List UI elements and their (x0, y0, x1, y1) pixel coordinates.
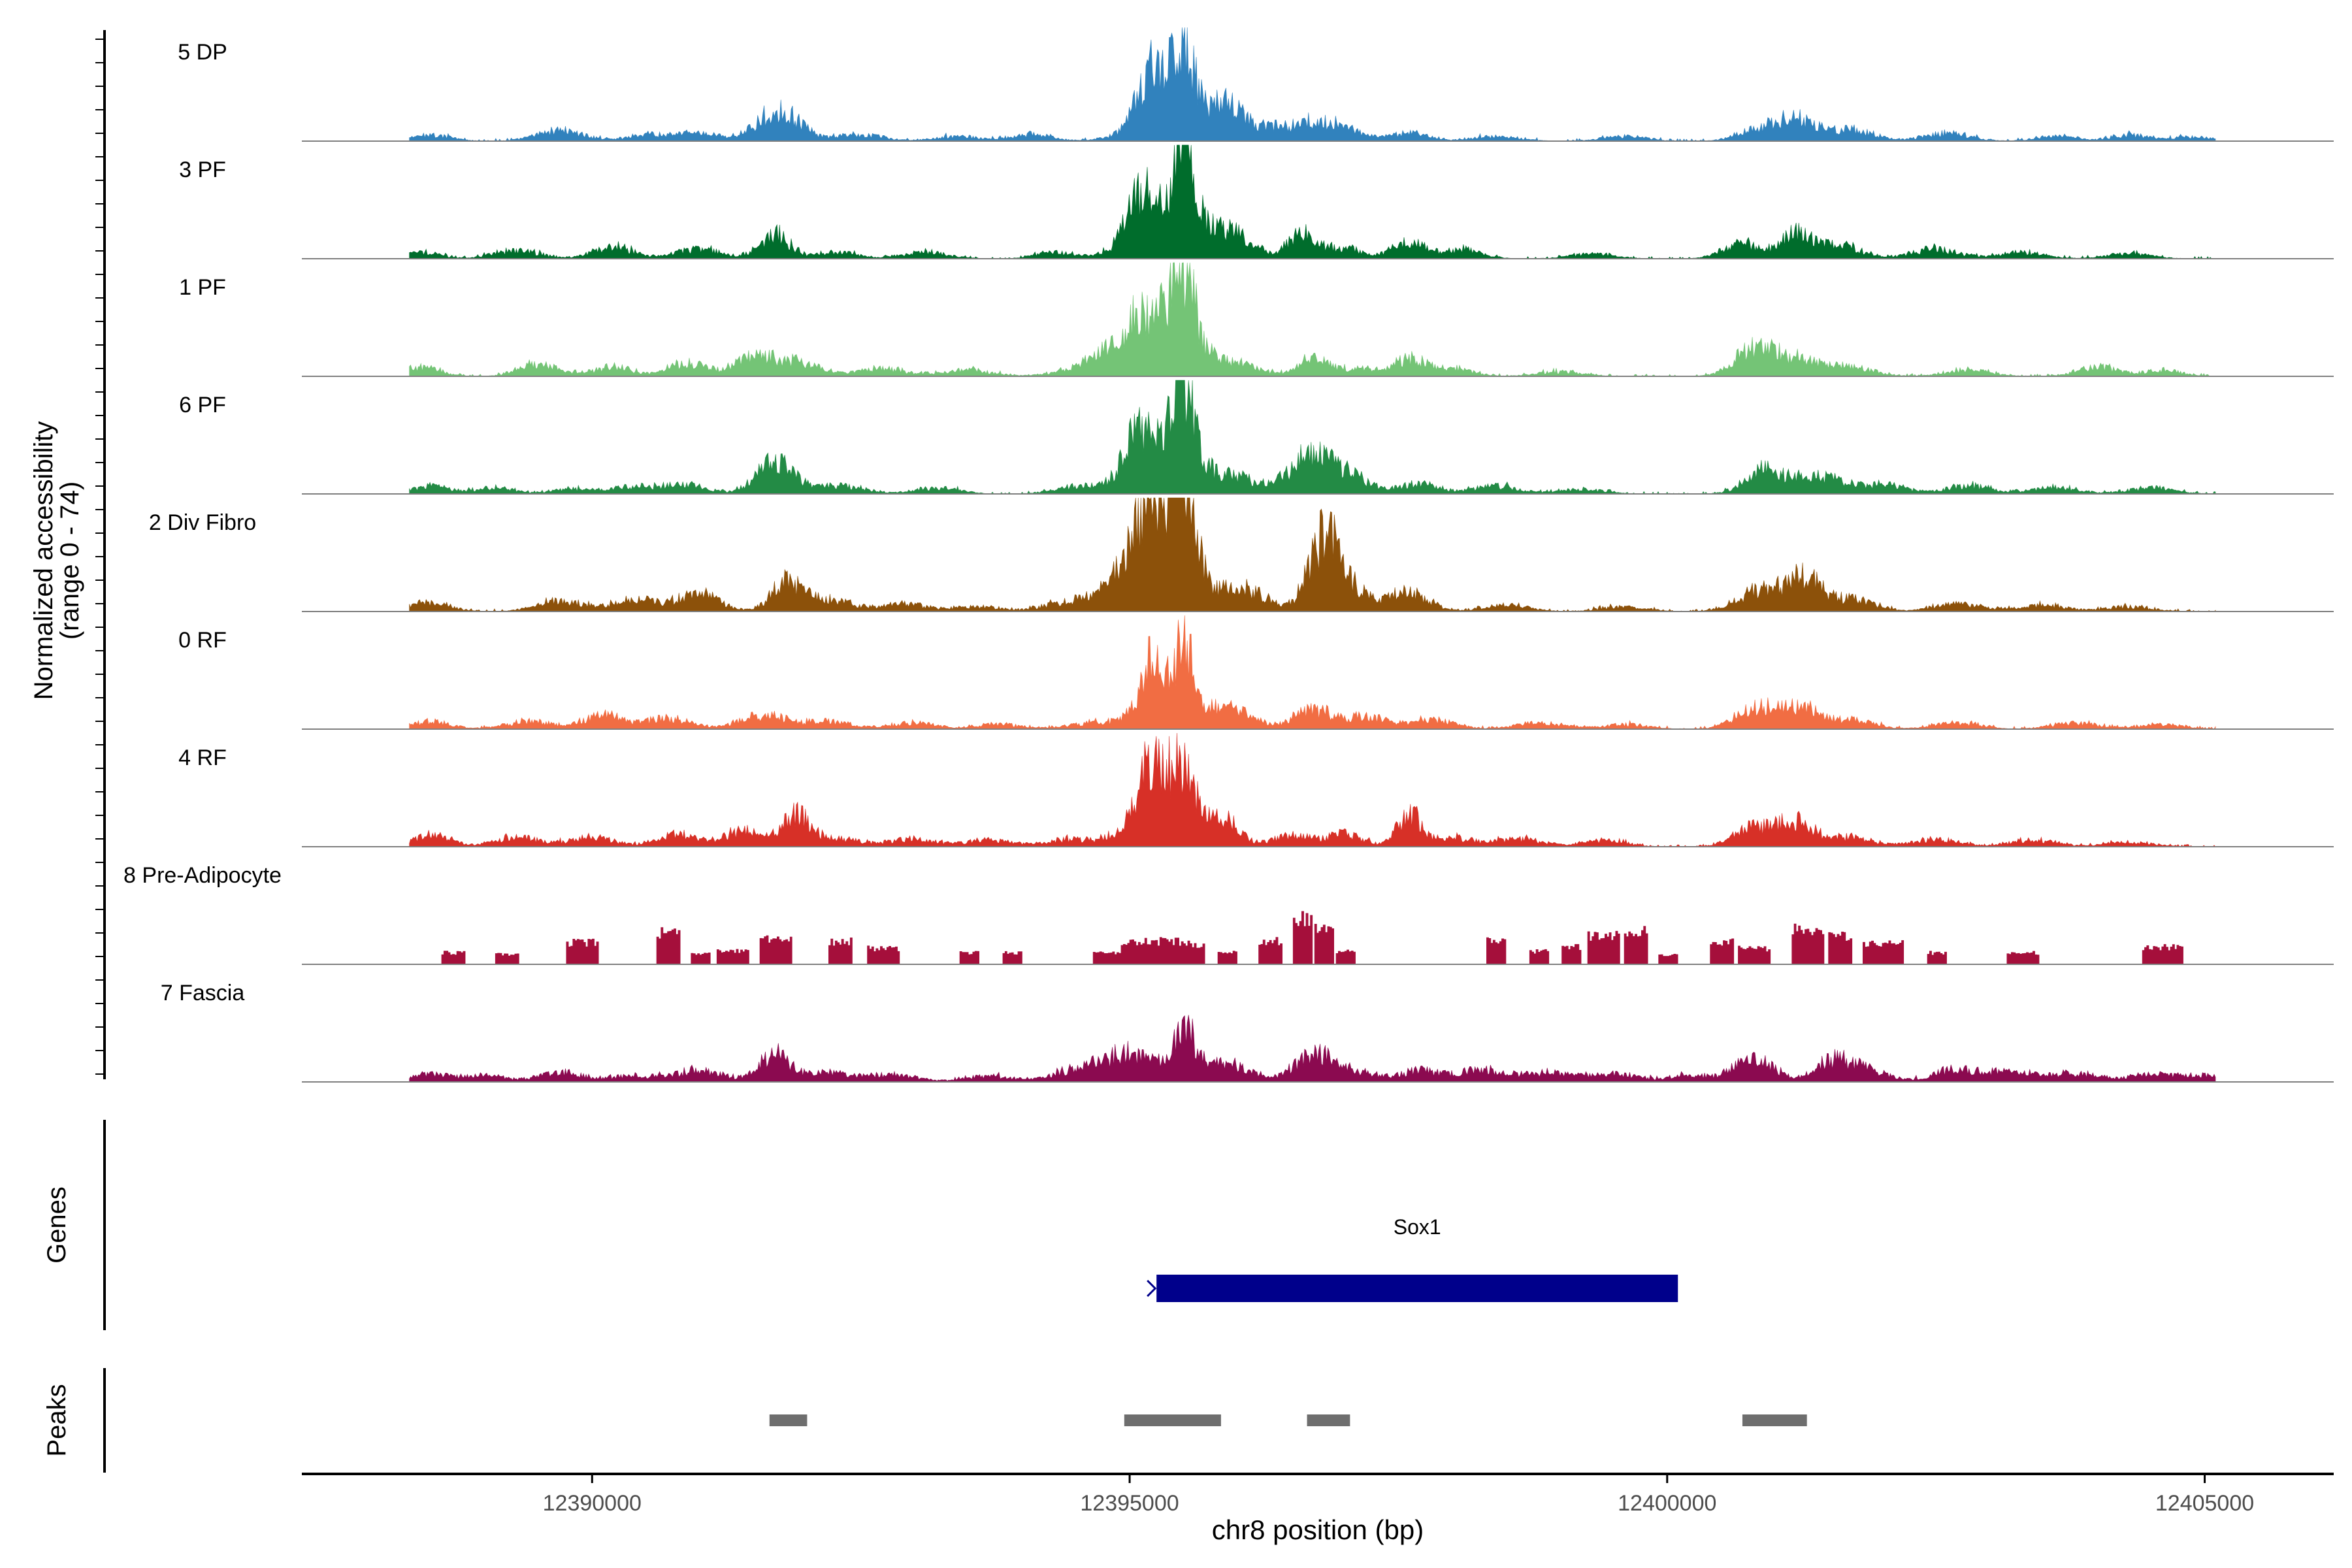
track-label-0-rf: 0 RF (178, 628, 227, 653)
peak-region (1742, 1414, 1807, 1426)
coverage-tracks: 5 DP 3 PF 1 PF 6 PF 2 Div Fibro 0 RF 4 RF 8 Pre… (123, 27, 2334, 1083)
track-1-pf: 1 PF (179, 262, 2334, 377)
track-label-8-pre-adipocyte: 8 Pre-Adipocyte (123, 863, 282, 888)
y-axis-label-line1: Normalized accessibility (29, 421, 58, 700)
coverage-area-0-rf (409, 615, 2216, 730)
peaks-panel-label: Peaks (42, 1384, 71, 1456)
coverage-area-4-rf (409, 732, 2216, 847)
x-axis-label: chr8 position (bp) (1212, 1514, 1424, 1545)
track-6-pf: 6 PF (179, 380, 2334, 495)
x-tick-label: 12395000 (1080, 1491, 1179, 1516)
track-label-1-pf: 1 PF (179, 275, 226, 300)
peak-regions (769, 1414, 1807, 1426)
x-tick-label: 12400000 (1618, 1491, 1716, 1516)
strand-arrow-icon (1147, 1279, 1157, 1298)
coverage-area-5-dp (409, 27, 2216, 142)
track-label-3-pf: 3 PF (179, 157, 226, 182)
track-7-fascia: 7 Fascia (161, 981, 2334, 1083)
track-5-dp: 5 DP (178, 27, 2334, 142)
x-tick-label: 12405000 (2155, 1491, 2254, 1516)
track-label-4-rf: 4 RF (178, 745, 227, 770)
track-8-pre-adipocyte: 8 Pre-Adipocyte (123, 863, 2334, 965)
peaks-panel: Peaks (42, 1368, 1807, 1473)
x-axis-ticks: 12390000 12395000 12400000 12405000 (543, 1474, 2254, 1516)
coverage-y-axis-ticks (95, 39, 105, 1075)
y-axis-label-line2: (range 0 - 74) (56, 482, 84, 640)
gene-label: Sox1 (1394, 1215, 1441, 1239)
gene-track: Sox1 (1147, 1215, 1678, 1302)
coverage-y-axis-label: Normalized accessibility (range 0 - 74) (29, 421, 84, 700)
coverage-area-3-pf (409, 144, 2216, 259)
gene-body-sox1 (1156, 1275, 1678, 1302)
genes-panel: Genes Sox1 (42, 1120, 1678, 1330)
peak-region (769, 1414, 808, 1426)
track-3-pf: 3 PF (179, 144, 2334, 259)
x-tick-label: 12390000 (543, 1491, 642, 1516)
coverage-area-7-fascia (409, 1015, 2216, 1083)
genes-panel-label: Genes (42, 1186, 71, 1264)
track-label-7-fascia: 7 Fascia (161, 981, 245, 1005)
track-4-rf: 4 RF (178, 732, 2334, 847)
track-label-5-dp: 5 DP (178, 40, 227, 65)
track-label-2-div-fibro: 2 Div Fibro (149, 510, 256, 535)
track-label-6-pf: 6 PF (179, 393, 226, 417)
peak-region (1307, 1414, 1350, 1426)
coverage-area-2-div-fibro (409, 497, 2216, 612)
coverage-area-8-pre-adipocyte (409, 911, 2215, 965)
track-0-rf: 0 RF (178, 615, 2334, 730)
track-2-div-fibro: 2 Div Fibro (149, 497, 2334, 612)
coverage-area-1-pf (409, 262, 2216, 377)
peak-region (1124, 1414, 1221, 1426)
coverage-area-6-pf (409, 380, 2216, 495)
